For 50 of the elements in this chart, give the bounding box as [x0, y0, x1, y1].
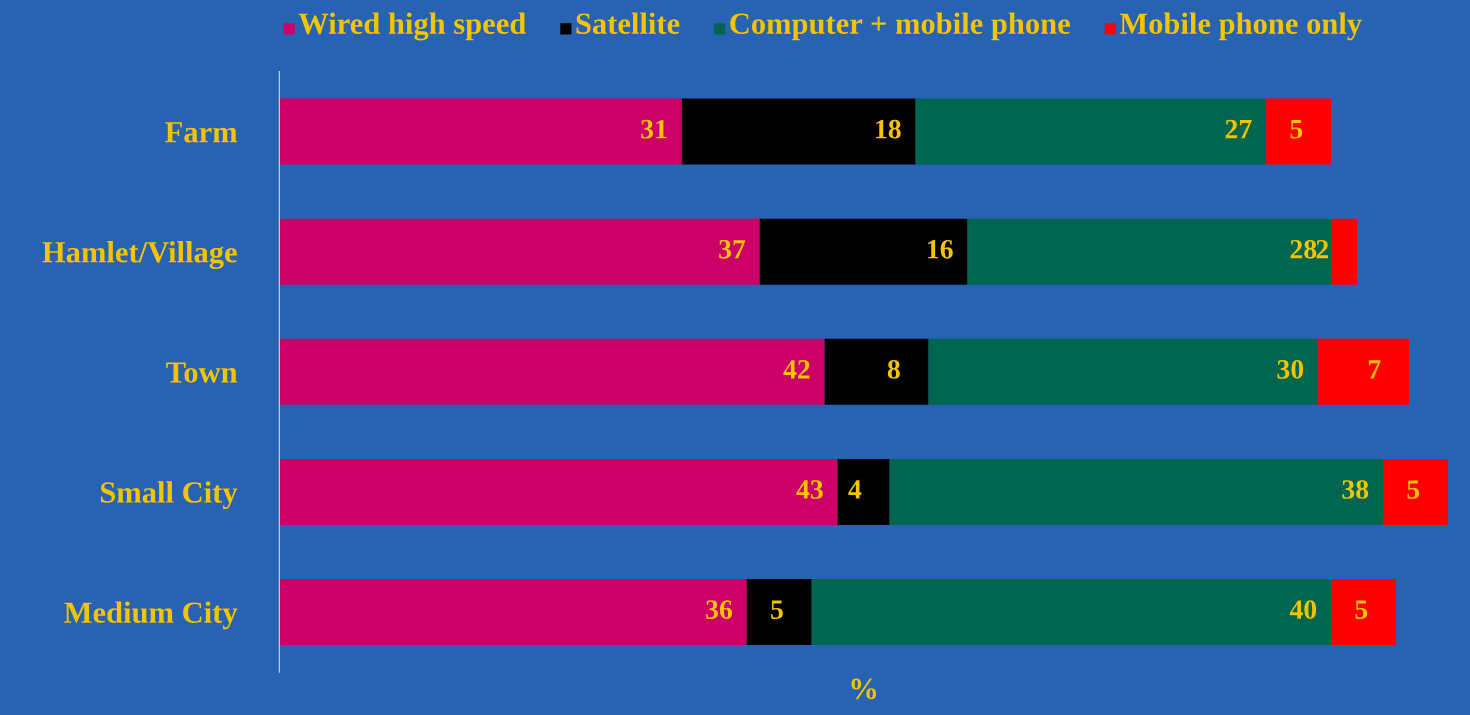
- bar: [279, 338, 825, 405]
- bar: [824, 338, 929, 405]
- bar: [1383, 458, 1448, 525]
- data-label: 7: [1368, 360, 1381, 379]
- y-tick-label: Farm: [165, 122, 238, 143]
- bar: [837, 458, 890, 525]
- data-label: 16: [928, 239, 953, 259]
- data-label: 43: [796, 480, 823, 499]
- data-label: 8: [887, 360, 900, 379]
- data-label: 42: [783, 360, 810, 379]
- y-tick-label: Medium City: [64, 601, 238, 630]
- bar: [279, 98, 682, 165]
- legend-label: Computer + mobile phone: [730, 12, 1070, 41]
- data-label: 2: [1316, 239, 1329, 259]
- data-label: 30: [1277, 360, 1304, 379]
- bar: [1266, 98, 1332, 165]
- bar: [759, 218, 968, 285]
- data-label: 5: [1355, 600, 1368, 619]
- bar: [1331, 218, 1358, 285]
- bar: [681, 98, 916, 165]
- data-label: 18: [876, 119, 901, 139]
- bar: [279, 458, 838, 525]
- y-tick-label: Town: [166, 362, 238, 383]
- bar: [1331, 579, 1397, 646]
- data-label: 5: [1290, 120, 1303, 139]
- legend-label: Satellite: [576, 12, 680, 34]
- data-label: 28: [1290, 239, 1317, 259]
- bar: [889, 458, 1384, 525]
- legend-label: Mobile phone only: [1119, 12, 1362, 41]
- data-label: 31: [641, 119, 667, 139]
- y-tick-label: Small City: [100, 481, 238, 510]
- data-label: 4: [848, 480, 862, 499]
- data-label: 5: [771, 600, 783, 619]
- bar: [1318, 338, 1409, 405]
- bar: [928, 338, 1319, 405]
- data-label: 37: [719, 239, 746, 259]
- data-label: 38: [1342, 480, 1369, 499]
- bar: [811, 579, 1332, 646]
- x-axis-title: %: [851, 678, 877, 700]
- legend-label: Wired high speed: [298, 12, 526, 41]
- data-label: 27: [1225, 119, 1252, 139]
- bar: [915, 98, 1267, 165]
- y-tick-label: Hamlet/Village: [42, 241, 237, 270]
- bar: [746, 579, 812, 646]
- bar: [279, 218, 760, 285]
- data-label: 5: [1407, 480, 1420, 499]
- bar: [967, 218, 1332, 285]
- bar: [279, 579, 747, 646]
- data-label: 36: [706, 600, 733, 619]
- data-label: 40: [1289, 600, 1317, 619]
